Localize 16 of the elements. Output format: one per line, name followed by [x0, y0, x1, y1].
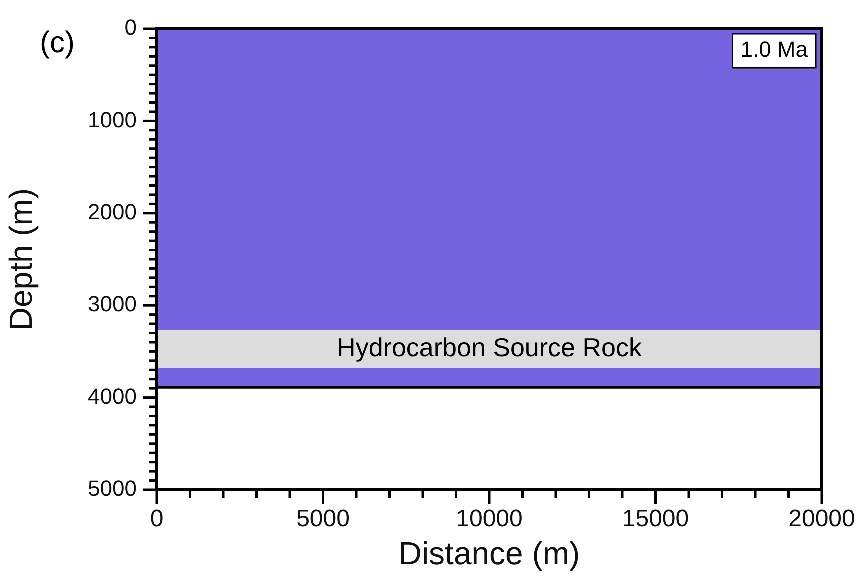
y-axis-title: Depth (m): [3, 188, 40, 331]
x-tick-label: 0: [150, 506, 164, 533]
band-label: Hydrocarbon Source Rock: [337, 332, 643, 363]
annotation: 1.0 Ma: [740, 37, 809, 62]
y-tick-label: 2000: [88, 199, 137, 224]
x-axis-title: Distance (m): [398, 536, 580, 572]
y-tick-label: 4000: [88, 384, 137, 409]
x-tick-label: 15000: [622, 506, 690, 533]
y-tick-label: 5000: [88, 476, 137, 502]
y-tick-label: 0: [124, 15, 137, 40]
y-tick-label: 3000: [88, 292, 137, 317]
text: (c): [40, 26, 75, 60]
y-tick-label: 1000: [88, 107, 137, 132]
x-tick-label: 10000: [456, 506, 523, 533]
x-tick-label: 5000: [296, 506, 350, 533]
x-tick-label: 20000: [788, 506, 856, 533]
